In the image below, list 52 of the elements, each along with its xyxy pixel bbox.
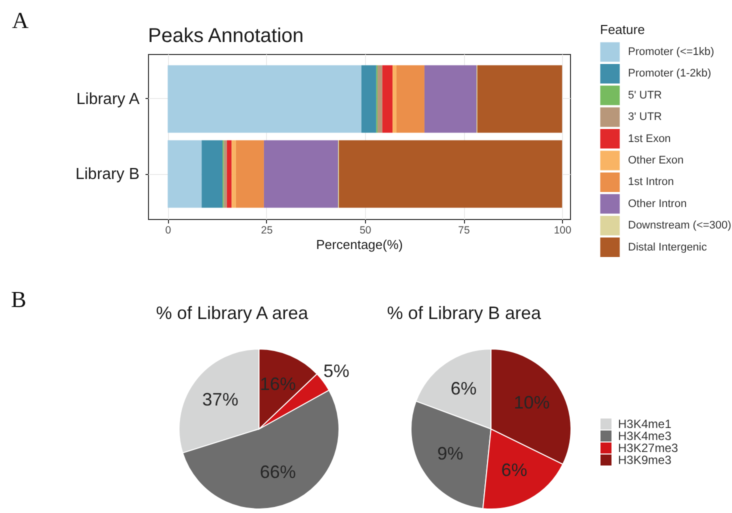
legend-label: Promoter (<=1kb) bbox=[628, 46, 714, 58]
data-label: 5% bbox=[323, 361, 350, 382]
legend-label: H3K27me3 bbox=[618, 441, 678, 455]
data-label: 37% bbox=[202, 390, 238, 410]
slice-label: % of Library A area bbox=[156, 302, 310, 323]
y-tick-label: Library B bbox=[75, 166, 140, 183]
legend-label: H3K4me1 bbox=[618, 417, 672, 431]
data-label: 10% bbox=[514, 392, 550, 413]
legend-label: H3K4me3 bbox=[618, 429, 672, 443]
x-tick-label: 0 bbox=[165, 224, 172, 236]
bar bbox=[338, 140, 562, 208]
x-tick-label: 25 bbox=[260, 224, 273, 236]
data-label: 16% bbox=[260, 374, 296, 394]
bar bbox=[477, 65, 562, 133]
legend-label: Other Exon bbox=[628, 154, 684, 166]
data-label: 9% bbox=[437, 443, 464, 464]
legend-label: Other Intron bbox=[628, 198, 687, 210]
text: B bbox=[11, 287, 26, 312]
legend-title: Feature bbox=[600, 22, 645, 37]
bar bbox=[392, 65, 396, 133]
data-label: 6% bbox=[501, 460, 528, 480]
bar bbox=[168, 65, 362, 133]
chart-title: Peaks Annotation bbox=[148, 25, 304, 47]
legend-label: Distal Intergenic bbox=[628, 241, 708, 254]
bar bbox=[236, 140, 264, 208]
bar bbox=[396, 65, 424, 133]
x-tick-label: 100 bbox=[554, 224, 572, 236]
bar bbox=[382, 65, 393, 133]
x-tick-label: 75 bbox=[458, 224, 470, 236]
bar bbox=[424, 65, 477, 133]
bar bbox=[378, 65, 382, 133]
legend-label: Downstream (<=300) bbox=[628, 220, 732, 232]
bar bbox=[224, 140, 227, 208]
text: A bbox=[12, 8, 29, 33]
bar bbox=[168, 140, 202, 208]
legend-label: 5' UTR bbox=[628, 89, 662, 102]
y-tick-label: Library A bbox=[76, 91, 140, 108]
legend-label: 1st Intron bbox=[628, 176, 674, 188]
bar bbox=[361, 65, 376, 133]
bar bbox=[226, 140, 232, 208]
legend-label: 3' UTR bbox=[628, 111, 662, 124]
bar bbox=[264, 140, 338, 208]
x-axis-title: Percentage(%) bbox=[316, 237, 403, 252]
legend-label: 1st Exon bbox=[628, 132, 671, 145]
slice-label: % of Library B area bbox=[387, 303, 542, 323]
bar bbox=[202, 140, 223, 208]
data-label: 66% bbox=[260, 462, 296, 482]
x-tick-label: 50 bbox=[360, 224, 372, 236]
data-label: 6% bbox=[450, 378, 477, 399]
bar bbox=[232, 140, 236, 208]
legend-label: H3K9me3 bbox=[618, 453, 672, 467]
legend-label: Promoter (1-2kb) bbox=[628, 68, 712, 80]
